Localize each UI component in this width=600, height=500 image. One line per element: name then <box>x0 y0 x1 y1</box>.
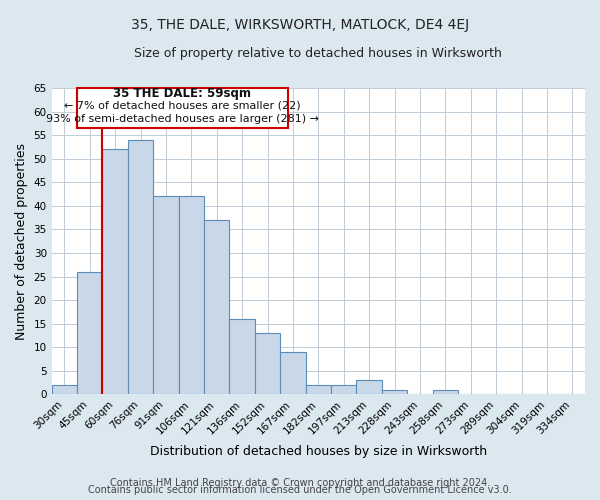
Bar <box>255 333 280 394</box>
Bar <box>153 196 179 394</box>
Text: ← 7% of detached houses are smaller (22): ← 7% of detached houses are smaller (22) <box>64 101 301 111</box>
Bar <box>52 385 77 394</box>
X-axis label: Distribution of detached houses by size in Wirksworth: Distribution of detached houses by size … <box>150 444 487 458</box>
Bar <box>305 385 331 394</box>
Text: 35 THE DALE: 59sqm: 35 THE DALE: 59sqm <box>113 87 251 100</box>
Bar <box>356 380 382 394</box>
Bar <box>433 390 458 394</box>
Title: Size of property relative to detached houses in Wirksworth: Size of property relative to detached ho… <box>134 48 502 60</box>
Text: 35, THE DALE, WIRKSWORTH, MATLOCK, DE4 4EJ: 35, THE DALE, WIRKSWORTH, MATLOCK, DE4 4… <box>131 18 469 32</box>
Bar <box>331 385 356 394</box>
Text: 93% of semi-detached houses are larger (281) →: 93% of semi-detached houses are larger (… <box>46 114 319 124</box>
Text: Contains HM Land Registry data © Crown copyright and database right 2024.: Contains HM Land Registry data © Crown c… <box>110 478 490 488</box>
Bar <box>229 319 255 394</box>
Bar <box>179 196 204 394</box>
Bar <box>128 140 153 394</box>
Bar <box>280 352 305 395</box>
Bar <box>382 390 407 394</box>
Y-axis label: Number of detached properties: Number of detached properties <box>15 143 28 340</box>
Bar <box>204 220 229 394</box>
Text: Contains public sector information licensed under the Open Government Licence v3: Contains public sector information licen… <box>88 485 512 495</box>
Bar <box>77 272 103 394</box>
Bar <box>103 150 128 394</box>
FancyBboxPatch shape <box>77 88 288 128</box>
